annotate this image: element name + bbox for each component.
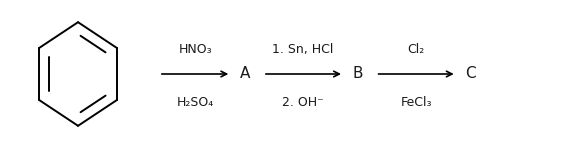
Text: Cl₂: Cl₂	[407, 43, 425, 56]
Text: A: A	[240, 66, 250, 82]
Text: 1. Sn, HCl: 1. Sn, HCl	[272, 43, 334, 56]
Text: B: B	[353, 66, 363, 82]
Text: 2. OH⁻: 2. OH⁻	[282, 96, 324, 109]
Text: HNO₃: HNO₃	[179, 43, 212, 56]
Text: FeCl₃: FeCl₃	[401, 96, 432, 109]
Text: C: C	[465, 66, 476, 82]
Text: H₂SO₄: H₂SO₄	[177, 96, 214, 109]
